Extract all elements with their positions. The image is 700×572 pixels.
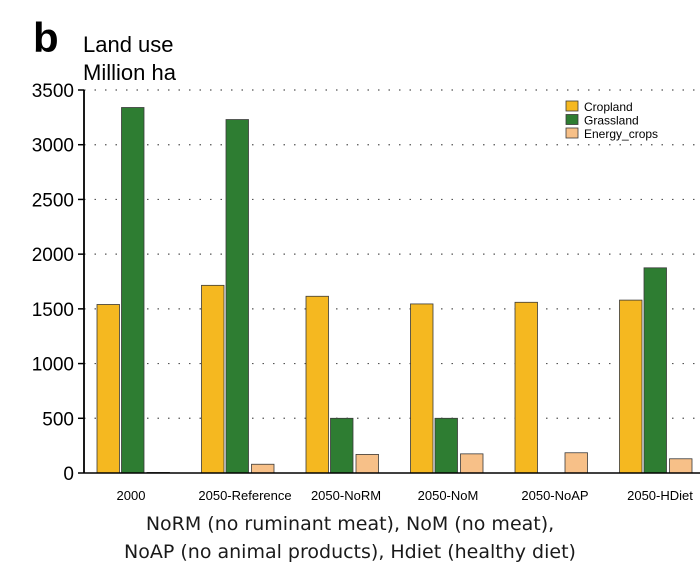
y-axis-label: Million ha [83,60,177,85]
bar-cropland-2050-noap [514,301,538,474]
axes [78,89,700,474]
y-tick-label: 500 [42,409,74,430]
bar-cropland-2000 [96,304,120,474]
legend-swatch-energy-crops [565,127,579,139]
bars [96,107,693,474]
bar-energy-crops-2050-noap [564,452,588,474]
y-tick-label: 3500 [32,81,74,102]
y-tick-labels: 0 500 1000 1500 2000 2500 3000 3500 [32,81,74,485]
legend-swatch-grassland [565,114,579,125]
caption-line-1: NoRM (no ruminant meat), NoM (no meat), [145,513,555,535]
bar-grassland-2050-nom [434,417,458,474]
chart-title: Land use [83,32,174,57]
bar-cropland-2050-norm [305,295,329,474]
bar-energy-crops-2050-reference [251,463,275,474]
bar-energy-crops-2050-nom [460,453,484,474]
y-tick-label: 3000 [32,136,74,157]
category-label: 2050-NoRM [311,488,381,503]
y-tick-label: 1000 [32,355,74,376]
y-tick-label: 2000 [32,245,74,266]
bar-energy-crops-2050-norm [355,453,379,474]
y-tick-label: 2500 [32,190,74,211]
y-tick-label: 0 [63,464,74,485]
bar-grassland-2050-reference [225,119,249,474]
bar-cropland-2050-nom [410,303,434,474]
y-tick-label: 1500 [32,300,74,321]
category-labels: 2000 2050-Reference 2050-NoRM 2050-NoM 2050-… [117,488,694,503]
category-label: 2050-NoM [418,488,479,503]
panel-letter: b [33,14,59,61]
caption-line-2: NoAP (no animal products), Hdiet (health… [124,541,576,563]
category-label: 2050-HDiet [627,488,693,503]
bar-cropland-2050-hdiet [619,299,643,474]
bar-cropland-2050-reference [201,284,225,474]
legend-swatch-cropland [565,100,579,112]
bar-energy-crops-2050-hdiet [669,458,693,474]
bar-grassland-2050-norm [330,417,354,474]
bar-grassland-2000 [121,107,145,474]
legend-label: Grassland [584,114,639,128]
bar-grassland-2050-hdiet [643,267,667,474]
category-label: 2050-Reference [198,488,291,503]
category-label: 2000 [117,488,146,503]
legend-label: Cropland [584,100,633,114]
legend-label: Energy_crops [584,127,658,141]
category-label: 2050-NoAP [521,488,588,503]
